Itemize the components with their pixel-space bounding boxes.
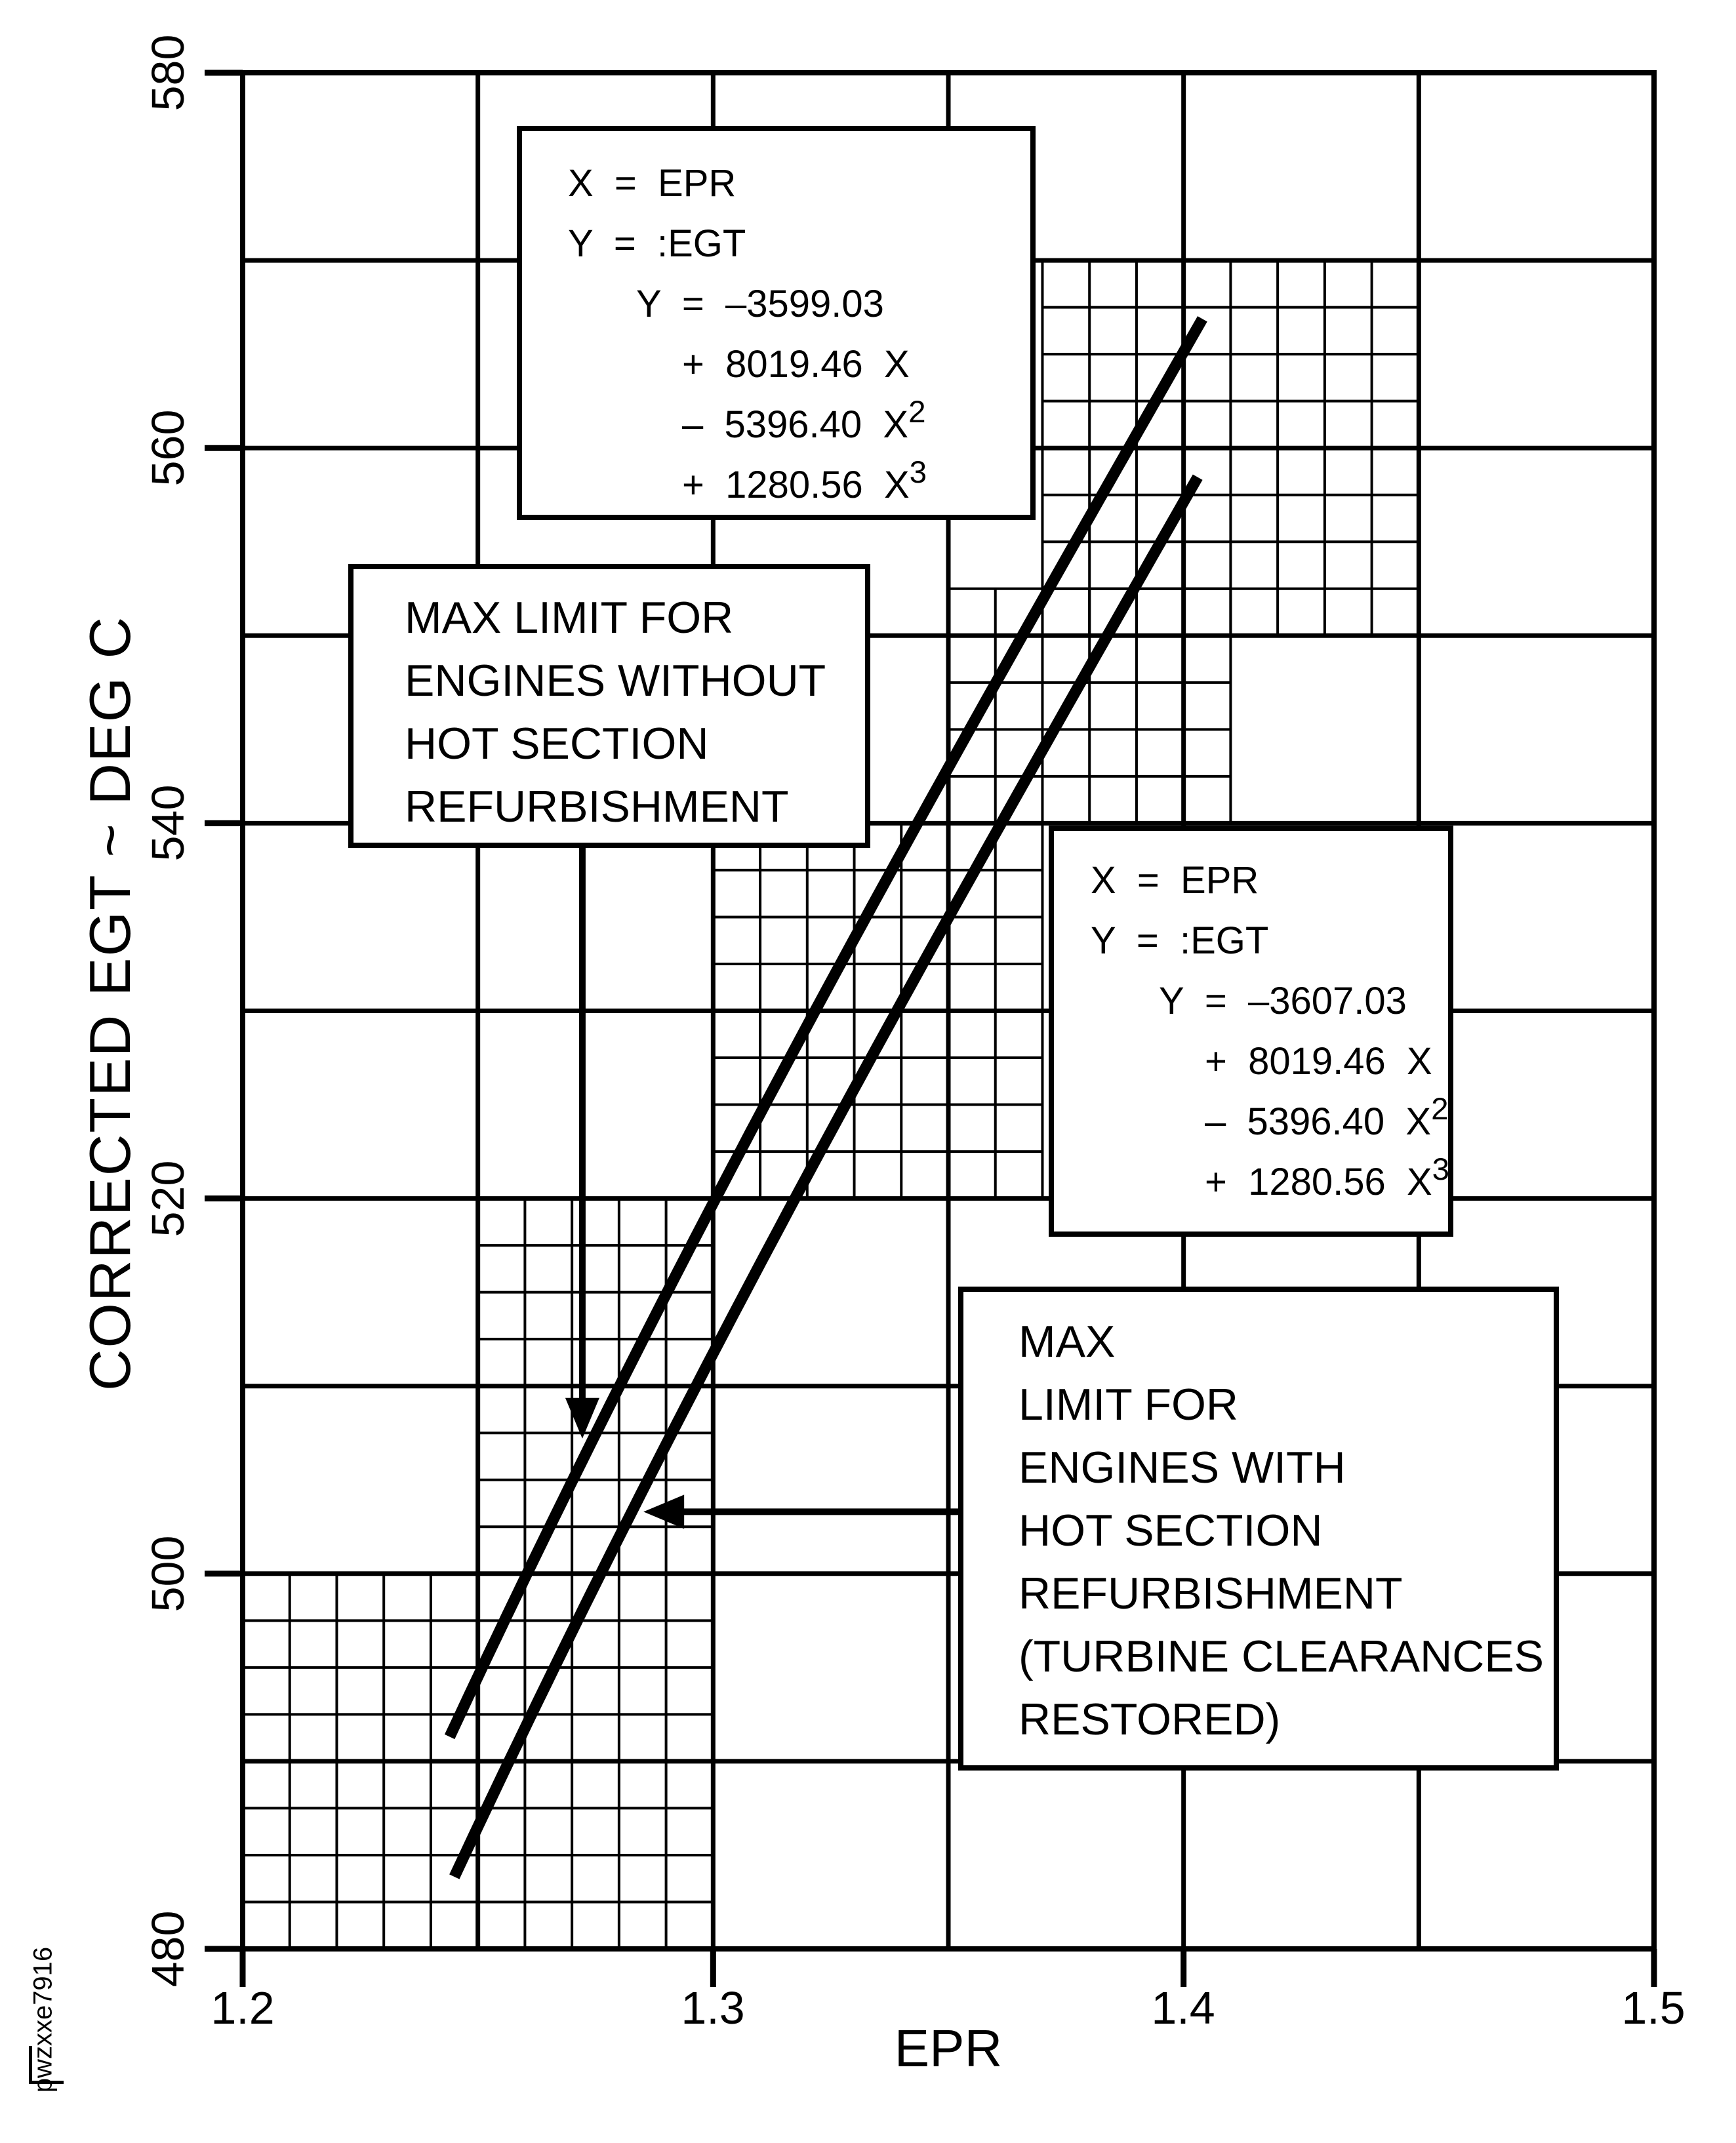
x-tick-label-1.5: 1.5 xyxy=(1621,1982,1686,2033)
equation-line: Y = :EGT xyxy=(1091,919,1269,962)
label-line: MAX LIMIT FOR xyxy=(405,593,734,643)
plot-frame xyxy=(240,70,1657,1952)
arrowhead-left-icon xyxy=(643,1494,685,1529)
equation-line: – 5396.40 X2 xyxy=(1205,1092,1449,1143)
label-box-without-refurbishment: MAX LIMIT FOR ENGINES WITHOUT HOT SECTIO… xyxy=(348,564,870,848)
arrowhead-down-icon xyxy=(565,1397,599,1439)
label-line: MAX xyxy=(1019,1317,1116,1367)
x-tick-label-1.3: 1.3 xyxy=(681,1982,745,2033)
equation-line: + 8019.46 X xyxy=(1205,1040,1432,1083)
y-tick-label-580: 580 xyxy=(142,34,193,111)
label-line: (TURBINE CLEARANCES xyxy=(1019,1632,1544,1681)
equation-line: – 5396.40 X2 xyxy=(682,395,926,446)
equation-line: Y = :EGT xyxy=(568,222,746,265)
equation-line: Y = –3599.03 xyxy=(636,283,884,325)
curve-max-limit-without-refurbishment xyxy=(444,316,1207,1740)
label-box-with-refurbishment: MAX LIMIT FOR ENGINES WITH HOT SECTION R… xyxy=(958,1287,1559,1771)
equation-line: Y = –3607.03 xyxy=(1159,980,1407,1022)
x-axis-title: EPR xyxy=(894,2019,1003,2077)
equation-box-without-refurbishment: X = EPR Y = :EGT Y = –3599.03 + 8019.46 … xyxy=(517,126,1036,520)
label-line: LIMIT FOR xyxy=(1019,1380,1238,1430)
equation-line: + 8019.46 X xyxy=(682,343,910,386)
label-line: REFURBISHMENT xyxy=(405,782,789,831)
y-tick-label-560: 560 xyxy=(142,409,193,487)
y-tick-label-520: 520 xyxy=(142,1160,193,1237)
label-line: RESTORED) xyxy=(1019,1694,1281,1744)
y-tick-label-540: 540 xyxy=(142,784,193,862)
x-tick-label-1.4: 1.4 xyxy=(1151,1982,1215,2033)
equation-line: X = EPR xyxy=(1091,859,1259,902)
label-line: HOT SECTION xyxy=(405,719,709,769)
label-line: ENGINES WITH xyxy=(1019,1443,1346,1492)
equation-box-with-refurbishment: X = EPR Y = :EGT Y = –3607.03 + 8019.46 … xyxy=(1049,826,1453,1237)
curve-max-limit-with-refurbishment xyxy=(449,474,1203,1879)
label-line: ENGINES WITHOUT xyxy=(405,656,826,706)
equation-line: + 1280.56 X3 xyxy=(682,455,927,506)
y-tick-label-480: 480 xyxy=(142,1910,193,1988)
x-tick-label-1.2: 1.2 xyxy=(211,1982,275,2033)
equation-line: X = EPR xyxy=(568,162,737,205)
y-axis-title: CORRECTED EGT ~ DEG C xyxy=(77,615,142,1392)
equation-line: + 1280.56 X3 xyxy=(1205,1152,1450,1203)
label-line: HOT SECTION xyxy=(1019,1506,1323,1555)
watermark-corner-bracket xyxy=(29,2046,64,2084)
y-tick-label-500: 500 xyxy=(142,1535,193,1612)
label-line: REFURBISHMENT xyxy=(1019,1569,1403,1618)
